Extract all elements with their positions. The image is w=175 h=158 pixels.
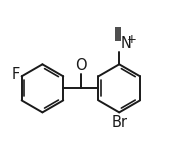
Text: N: N [121, 36, 131, 51]
Text: O: O [75, 58, 87, 73]
Text: F: F [12, 67, 20, 82]
Text: +: + [127, 33, 136, 46]
Text: Br: Br [111, 115, 127, 130]
